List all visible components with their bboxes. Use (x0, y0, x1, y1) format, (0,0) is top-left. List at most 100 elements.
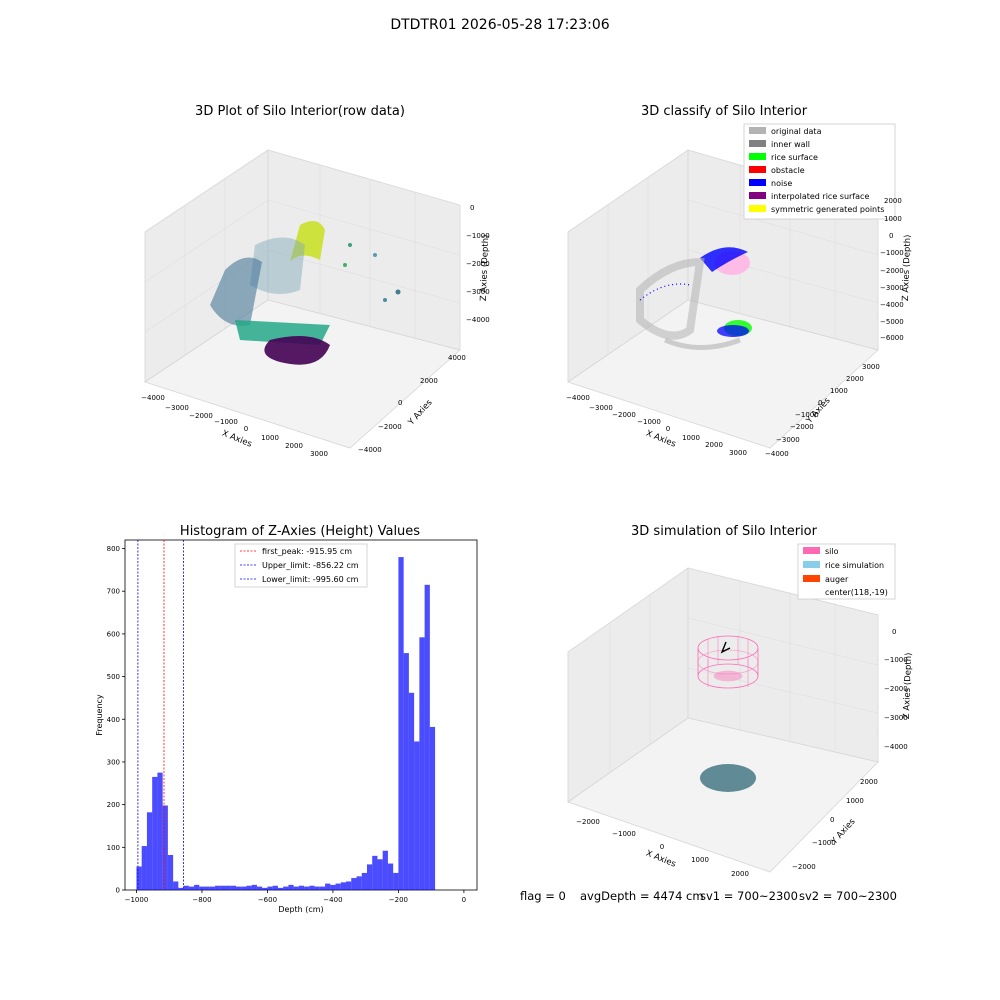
simulation-y-tick: −2000 (792, 863, 816, 871)
histogram-bar (204, 886, 210, 890)
classify-y-tick: −4000 (765, 450, 789, 458)
histogram-bar (173, 881, 179, 890)
histogram-bar (178, 887, 184, 890)
histogram-bar (335, 883, 341, 890)
histogram-bar (272, 885, 278, 890)
raw-point (373, 253, 377, 257)
simulation-z-tick: 0 (892, 628, 896, 636)
legend-swatch (749, 166, 766, 173)
simulation-plot-title: 3D simulation of Silo Interior (631, 524, 817, 539)
histogram-bar (340, 882, 347, 890)
histogram-bar (251, 884, 257, 890)
legend-label: Lower_limit: -995.60 cm (262, 575, 359, 584)
histogram-title: Histogram of Z-Axies (Height) Values (179, 524, 421, 539)
histogram-bar (414, 741, 420, 890)
raw-y-tick: −2000 (378, 423, 402, 431)
histogram-x-tick-label: −400 (323, 896, 342, 904)
classify-x-tick: 1000 (682, 434, 700, 442)
raw-x-tick: 2000 (285, 442, 303, 450)
histogram-bar (141, 846, 147, 890)
raw-x-tick: −1000 (214, 418, 238, 426)
histogram-bar (393, 872, 399, 890)
histogram-bar (429, 726, 436, 890)
histogram-y-tick-label: 0 (116, 887, 120, 895)
histogram-bar (314, 886, 320, 890)
raw-y-tick: 4000 (448, 354, 466, 362)
histogram-y-tick-label: 700 (107, 588, 120, 596)
histogram-bar (330, 884, 336, 890)
simulation-y-tick: −1000 (812, 839, 836, 847)
histogram-bar (356, 876, 362, 890)
legend-swatch (749, 205, 766, 212)
raw-x-tick: 3000 (310, 450, 328, 458)
classify-y-tick: 1000 (830, 387, 848, 395)
raw-z-tick: −4000 (466, 316, 490, 324)
classify-y-tick: −1000 (795, 411, 819, 419)
classify-x-tick: −3000 (589, 404, 613, 412)
histogram-bar (194, 884, 200, 890)
raw-y-tick: 0 (398, 399, 402, 407)
histogram-bar (256, 886, 263, 890)
classify-z-tick: −4000 (880, 301, 904, 309)
raw-z-tick: 0 (470, 204, 474, 212)
histogram-bar (351, 878, 357, 890)
simulation-x-tick: 0 (660, 843, 664, 851)
legend-label: center(118,-19) (825, 588, 888, 597)
histogram-bar (220, 885, 226, 890)
histogram-bar (408, 692, 415, 890)
histogram-y-ticks: 0 100 200 300 400 500 600 700 800 (107, 545, 125, 895)
classify-y-tick: 0 (818, 399, 822, 407)
classify-z-axis-label: Z Axies (Depth) (901, 234, 913, 301)
histogram-bar (398, 557, 404, 890)
legend-label: symmetric generated points (771, 205, 884, 214)
legend-label: interpolated rice surface (771, 192, 869, 201)
histogram-bar (162, 805, 168, 890)
histogram-bar (288, 884, 294, 890)
histogram-bar (246, 885, 252, 890)
legend-swatch (749, 192, 766, 199)
status-flag: flag = 0 (520, 889, 566, 903)
histogram-bar (209, 886, 216, 890)
legend-swatch (803, 575, 820, 582)
raw-plot-title: 3D Plot of Silo Interior(row data) (195, 104, 405, 119)
histogram-bar (419, 637, 425, 890)
histogram-x-tick-label: −600 (258, 896, 277, 904)
histogram-bar (199, 886, 205, 890)
classify-wall-points (636, 257, 705, 340)
histogram-bar (424, 584, 430, 890)
histogram-bar (215, 885, 221, 890)
raw-point (348, 243, 352, 247)
histogram-x-tick-label: −200 (389, 896, 408, 904)
histogram-bar (377, 859, 383, 890)
simulation-legend: silo rice simulation auger center(118,-1… (797, 543, 896, 600)
simulation-x-tick: −1000 (612, 830, 636, 838)
raw-x-tick: 0 (244, 425, 248, 433)
histogram-bar (277, 887, 284, 890)
raw-mid-cloud (250, 237, 305, 294)
histogram-bar (136, 866, 142, 890)
legend-swatch (749, 153, 766, 160)
rice-simulation-surface (700, 764, 756, 792)
histogram-bar (236, 886, 242, 890)
status-sv1: sv1 = 700~2300 (700, 889, 798, 903)
histogram-y-tick-label: 500 (107, 673, 120, 681)
histogram-bar (157, 772, 163, 890)
legend-label: original data (771, 127, 822, 136)
classify-z-tick: −3000 (880, 284, 904, 292)
classify-z-tick: 2000 (884, 197, 902, 205)
raw-z-tick: −1000 (466, 232, 490, 240)
classify-z-tick: −2000 (880, 267, 904, 275)
legend-swatch (803, 547, 820, 554)
classify-noise-floor (717, 325, 749, 337)
raw-upper-cloud (290, 221, 325, 262)
simulation-silo-cylinder (697, 635, 759, 689)
classify-z-tick: −6000 (880, 334, 904, 342)
histogram-bar (361, 872, 367, 890)
legend-label: first_peak: -915.95 cm (262, 547, 352, 556)
histogram-y-tick-label: 800 (107, 545, 120, 553)
simulation-z-tick: −4000 (884, 743, 908, 751)
